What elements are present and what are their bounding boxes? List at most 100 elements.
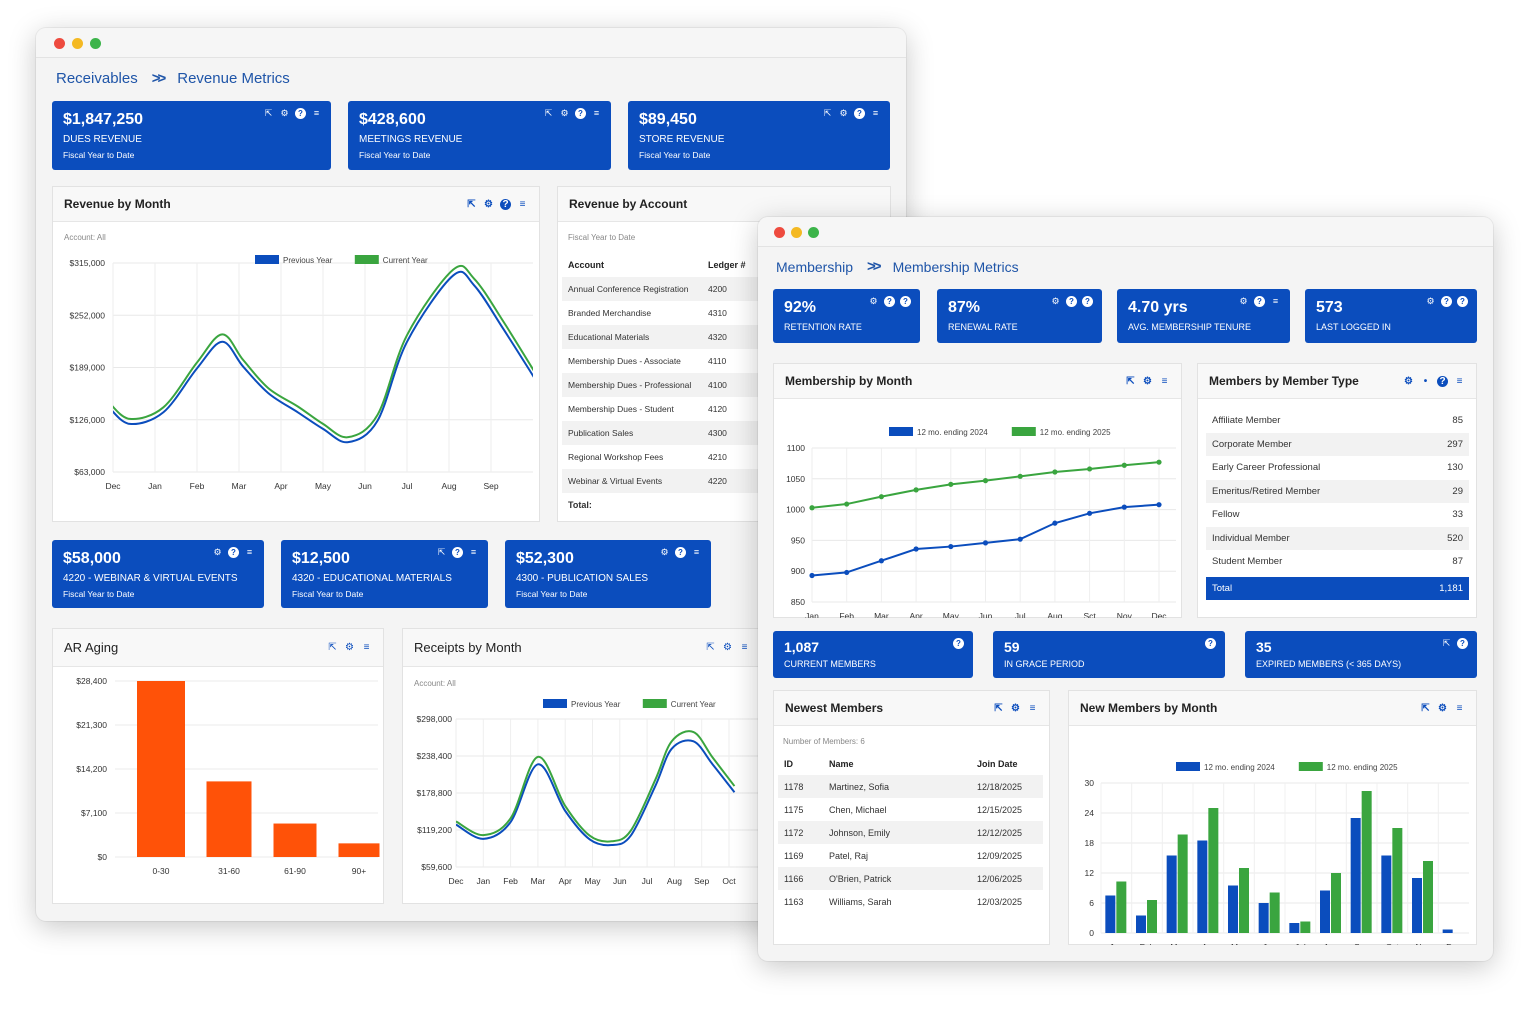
member-row[interactable]: 1172 Johnson, Emily 12/12/2025 [778, 821, 1043, 844]
external-link-icon[interactable]: ⇱ [467, 198, 476, 210]
kpi-expired-members[interactable]: ⇱? 35 EXPIRED MEMBERS (< 365 DAYS) [1245, 631, 1477, 678]
settings-icon[interactable]: ⚙ [1426, 296, 1435, 306]
external-link-icon[interactable]: ⇱ [1126, 375, 1135, 387]
kpi-tenure[interactable]: ⚙? ≡ 4.70 yrs AVG. MEMBERSHIP TENURE [1117, 289, 1290, 343]
help-icon[interactable]: ? [1457, 296, 1468, 307]
database-icon[interactable]: ≡ [519, 198, 526, 210]
settings-icon[interactable]: ⚙ [660, 547, 669, 557]
kpi-retention[interactable]: ⚙?? 92% RETENTION RATE [773, 289, 920, 343]
settings-icon[interactable]: ⚙ [869, 296, 878, 306]
database-icon[interactable]: ≡ [1272, 296, 1279, 306]
settings-icon[interactable]: ⚙ [1404, 375, 1413, 387]
database-icon[interactable]: ≡ [593, 108, 600, 118]
help-icon[interactable]: ? [295, 108, 306, 119]
external-link-icon[interactable]: ⇱ [994, 702, 1003, 714]
external-link-icon[interactable]: ⇱ [328, 642, 337, 653]
breadcrumb-parent[interactable]: Receivables [56, 70, 138, 87]
database-icon[interactable]: ≡ [741, 642, 748, 653]
database-icon[interactable]: ≡ [313, 108, 320, 118]
maximize-dot[interactable] [90, 38, 101, 49]
external-link-icon[interactable]: ⇱ [1442, 638, 1451, 648]
help-icon[interactable]: ? [953, 638, 964, 649]
database-icon[interactable]: ≡ [363, 642, 370, 653]
minimize-dot[interactable] [791, 227, 802, 238]
database-icon[interactable]: ≡ [1029, 702, 1036, 714]
database-icon[interactable]: ≡ [1456, 375, 1463, 387]
breadcrumb-current[interactable]: Membership Metrics [892, 258, 1019, 275]
external-link-icon[interactable]: ⇱ [823, 108, 832, 118]
kpi-grace-period[interactable]: ? 59 IN GRACE PERIOD [993, 631, 1225, 678]
member-row[interactable]: 1178 Martinez, Sofia 12/18/2025 [778, 775, 1043, 798]
help-icon[interactable]: ? [228, 547, 239, 558]
account-row[interactable]: Branded Merchandise 4310 [562, 301, 888, 325]
kpi-webinar[interactable]: ⚙? ≡ $58,000 4220 - WEBINAR & VIRTUAL EVE… [52, 540, 264, 608]
database-icon[interactable]: ≡ [246, 547, 253, 557]
help-icon[interactable]: ? [900, 296, 911, 307]
database-icon[interactable]: ≡ [1456, 702, 1463, 714]
account-row[interactable]: Regional Workshop Fees 4210 [562, 445, 888, 469]
maximize-dot[interactable] [808, 227, 819, 238]
help-icon[interactable]: ? [452, 547, 463, 558]
kpi-educational[interactable]: ⇱? ≡ $12,500 4320 - EDUCATIONAL MATERIALS… [281, 540, 488, 608]
member-row[interactable]: 1166 O'Brien, Patrick 12/06/2025 [778, 867, 1043, 890]
member-row[interactable]: 1163 Williams, Sarah 12/03/2025 [778, 890, 1043, 913]
help-icon[interactable]: ? [1205, 638, 1216, 649]
settings-icon[interactable]: ⚙ [723, 642, 732, 653]
kpi-dues-revenue[interactable]: ⇱ ⚙? ≡ $1,847,250 DUES REVENUE Fiscal Year… [52, 101, 331, 170]
minimize-dot[interactable] [72, 38, 83, 49]
database-icon[interactable]: ≡ [693, 547, 700, 557]
help-icon[interactable]: ? [1457, 638, 1468, 649]
help-icon[interactable]: ? [884, 296, 895, 307]
help-icon[interactable]: ? [575, 108, 586, 119]
help-icon[interactable]: ? [500, 198, 511, 210]
database-icon[interactable]: ≡ [470, 547, 477, 557]
account-row[interactable]: Membership Dues - Associate 4110 [562, 349, 888, 373]
member-type-row[interactable]: Early Career Professional 130 [1206, 456, 1469, 480]
kpi-last-logged-in[interactable]: ⚙?? 573 LAST LOGGED IN [1305, 289, 1477, 343]
help-icon[interactable]: ? [675, 547, 686, 558]
breadcrumb-parent[interactable]: Membership [776, 258, 854, 275]
database-icon[interactable]: ≡ [872, 108, 879, 118]
settings-icon[interactable]: ⚙ [1438, 702, 1447, 714]
settings-icon[interactable]: ⚙ [345, 642, 354, 653]
member-type-count: 520 [1447, 532, 1463, 544]
external-link-icon[interactable]: ⇱ [437, 547, 446, 557]
settings-icon[interactable]: ⚙ [839, 108, 848, 118]
account-row[interactable]: Membership Dues - Student 4120 [562, 397, 888, 421]
external-link-icon[interactable]: ⇱ [544, 108, 553, 118]
settings-icon[interactable]: ⚙ [213, 547, 222, 557]
close-dot[interactable] [54, 38, 65, 49]
kpi-current-members[interactable]: ? 1,087 CURRENT MEMBERS [773, 631, 973, 678]
external-link-icon[interactable]: ⇱ [1421, 702, 1430, 714]
close-dot[interactable] [774, 227, 785, 238]
settings-icon[interactable]: ⚙ [1143, 375, 1152, 387]
help-icon[interactable]: ? [854, 108, 865, 119]
breadcrumb-current[interactable]: Revenue Metrics [177, 70, 290, 87]
settings-icon[interactable]: ⚙ [280, 108, 289, 118]
help-icon[interactable]: ? [1082, 296, 1093, 307]
member-row[interactable]: 1169 Patel, Raj 12/09/2025 [778, 844, 1043, 867]
kpi-meetings-revenue[interactable]: ⇱ ⚙? ≡ $428,600 MEETINGS REVENUE Fiscal Ye… [348, 101, 611, 170]
member-type-row[interactable]: Student Member 87 [1206, 550, 1469, 574]
member-row[interactable]: 1175 Chen, Michael 12/15/2025 [778, 798, 1043, 821]
kpi-store-revenue[interactable]: ⇱ ⚙? ≡ $89,450 STORE REVENUE Fiscal Year t… [628, 101, 890, 170]
help-icon[interactable]: ? [1437, 375, 1448, 387]
member-type-row[interactable]: Fellow 33 [1206, 503, 1469, 527]
settings-icon[interactable]: ⚙ [484, 198, 493, 210]
kpi-renewal[interactable]: ⚙?? 87% RENEWAL RATE [937, 289, 1102, 343]
help-icon[interactable]: ? [1441, 296, 1452, 307]
external-link-icon[interactable]: ⇱ [706, 642, 715, 653]
member-type-row[interactable]: Affiliate Member 85 [1206, 409, 1469, 433]
help-icon[interactable]: ? [1254, 296, 1265, 307]
settings-icon[interactable]: ⚙ [1051, 296, 1060, 306]
member-type-row[interactable]: Individual Member 520 [1206, 526, 1469, 550]
settings-icon[interactable]: ⚙ [1011, 702, 1020, 714]
settings-icon[interactable]: ⚙ [1239, 296, 1248, 306]
external-link-icon[interactable]: ⇱ [264, 108, 273, 118]
database-icon[interactable]: ≡ [1161, 375, 1168, 387]
kpi-publication[interactable]: ⚙? ≡ $52,300 4300 - PUBLICATION SALES Fis… [505, 540, 711, 608]
member-type-row[interactable]: Emeritus/Retired Member 29 [1206, 479, 1469, 503]
settings-icon[interactable]: ⚙ [560, 108, 569, 118]
help-icon[interactable]: ? [1066, 296, 1077, 307]
member-type-row[interactable]: Corporate Member 297 [1206, 432, 1469, 456]
